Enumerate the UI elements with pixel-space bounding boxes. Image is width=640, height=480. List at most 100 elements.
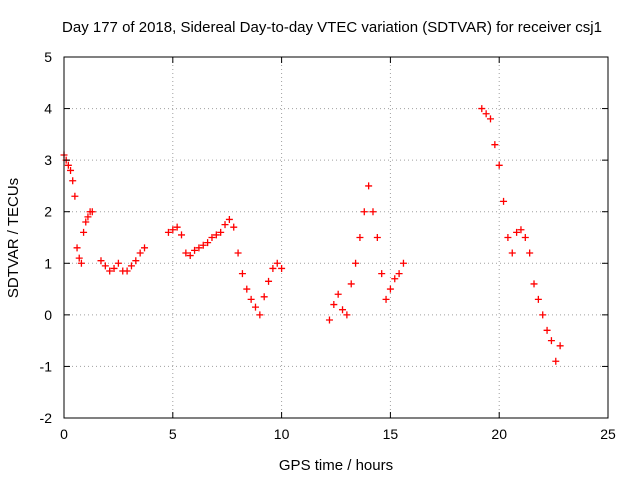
data-point bbox=[339, 306, 347, 314]
data-point bbox=[386, 285, 394, 293]
data-point bbox=[101, 262, 109, 270]
data-point bbox=[75, 254, 83, 262]
data-point bbox=[217, 228, 225, 236]
data-point bbox=[556, 342, 564, 350]
data-point bbox=[164, 228, 172, 236]
x-tick-label: 20 bbox=[491, 426, 507, 442]
y-axis-ticks: -2 -1 0 1 2 3 4 5 bbox=[40, 49, 608, 426]
data-point bbox=[67, 166, 75, 174]
data-point bbox=[141, 244, 149, 252]
data-point bbox=[234, 249, 242, 257]
data-point bbox=[482, 110, 490, 118]
data-point bbox=[330, 301, 338, 309]
data-point bbox=[378, 270, 386, 278]
data-point bbox=[260, 293, 268, 301]
data-point bbox=[182, 249, 190, 257]
data-point bbox=[71, 192, 79, 200]
data-point bbox=[77, 259, 85, 267]
data-point bbox=[191, 246, 199, 254]
y-tick-label: 4 bbox=[44, 101, 52, 117]
data-point bbox=[382, 295, 390, 303]
y-tick-label: -1 bbox=[40, 358, 53, 374]
data-point bbox=[369, 208, 377, 216]
data-point bbox=[221, 221, 229, 229]
x-tick-label: 5 bbox=[169, 426, 177, 442]
data-series bbox=[325, 182, 407, 324]
y-tick-label: 0 bbox=[44, 307, 52, 323]
y-tick-label: 2 bbox=[44, 204, 52, 220]
y-tick-label: -2 bbox=[40, 410, 53, 426]
data-point bbox=[495, 161, 503, 169]
data-point bbox=[208, 234, 216, 241]
data-point bbox=[230, 223, 238, 231]
data-point bbox=[123, 267, 131, 275]
data-point bbox=[395, 270, 403, 278]
data-point bbox=[521, 234, 529, 241]
data-point bbox=[399, 259, 407, 267]
data-point bbox=[486, 115, 494, 123]
data-point bbox=[539, 311, 547, 319]
data-point bbox=[552, 357, 560, 365]
data-point bbox=[84, 213, 92, 221]
data-point bbox=[225, 215, 233, 223]
data-point bbox=[173, 223, 181, 231]
data-point bbox=[110, 264, 118, 272]
data-point bbox=[347, 280, 355, 288]
data-point bbox=[343, 311, 351, 319]
data-point bbox=[373, 234, 381, 241]
data-point bbox=[106, 267, 114, 275]
data-point bbox=[526, 249, 534, 257]
data-point bbox=[278, 264, 286, 272]
data-point bbox=[204, 239, 212, 247]
data-point bbox=[247, 295, 255, 303]
x-axis-label: GPS time / hours bbox=[279, 457, 393, 474]
x-tick-label: 0 bbox=[60, 426, 68, 442]
data-point bbox=[491, 141, 499, 149]
data-point bbox=[73, 244, 81, 252]
data-point bbox=[132, 257, 140, 265]
data-point bbox=[334, 290, 342, 298]
x-axis-ticks: 0 5 10 15 20 25 bbox=[60, 57, 616, 442]
data-point bbox=[178, 231, 186, 239]
data-point bbox=[97, 257, 105, 265]
data-series bbox=[60, 151, 96, 267]
data-point bbox=[243, 285, 251, 293]
data-point bbox=[269, 264, 277, 272]
data-point bbox=[127, 262, 135, 270]
y-tick-label: 3 bbox=[44, 152, 52, 168]
data-point bbox=[504, 234, 512, 241]
data-point bbox=[169, 226, 177, 234]
plot-frame bbox=[63, 56, 609, 419]
x-tick-label: 15 bbox=[383, 426, 399, 442]
grid-lines bbox=[64, 57, 608, 418]
data-point bbox=[365, 182, 373, 190]
data-point bbox=[186, 252, 194, 260]
data-point bbox=[500, 197, 508, 205]
data-point bbox=[325, 316, 333, 324]
data-point bbox=[64, 161, 72, 169]
y-tick-label: 5 bbox=[44, 49, 52, 65]
data-point bbox=[82, 218, 90, 226]
data-point bbox=[80, 228, 88, 236]
data-point bbox=[238, 270, 246, 278]
data-series bbox=[164, 215, 286, 319]
y-axis-label: SDTVAR / TECUs bbox=[5, 178, 22, 298]
data-point bbox=[508, 249, 516, 257]
data-point bbox=[69, 177, 77, 185]
x-tick-label: 10 bbox=[274, 426, 290, 442]
data-series bbox=[478, 105, 564, 365]
data-point bbox=[517, 226, 525, 234]
data-point bbox=[534, 295, 542, 303]
data-point bbox=[543, 326, 551, 334]
data-point bbox=[352, 259, 360, 267]
data-point bbox=[513, 228, 521, 236]
data-point bbox=[251, 303, 259, 311]
data-point bbox=[478, 105, 486, 113]
y-tick-label: 1 bbox=[44, 255, 52, 271]
x-tick-label: 25 bbox=[600, 426, 616, 442]
data-points bbox=[60, 105, 564, 365]
data-point bbox=[88, 208, 96, 216]
data-point bbox=[356, 234, 364, 241]
data-point bbox=[256, 311, 264, 319]
data-point bbox=[195, 244, 203, 252]
